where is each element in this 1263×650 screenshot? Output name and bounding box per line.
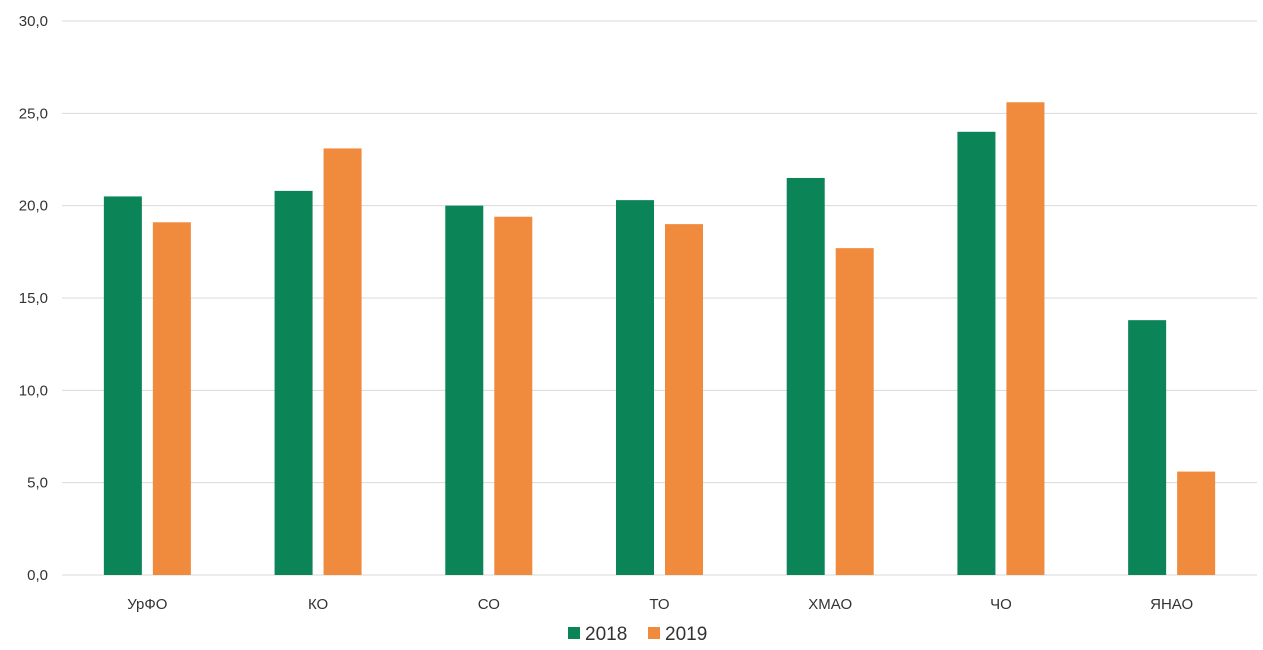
y-tick-label: 30,0 (19, 13, 48, 30)
x-category-label: СО (478, 596, 500, 613)
bar-2018-0 (103, 196, 142, 575)
legend-label-2018: 2018 (585, 624, 627, 645)
y-axis-ticks: 0,0 5,0 10,0 15,0 20,0 25,0 30,0 (19, 13, 48, 584)
bar-2018-4 (786, 177, 825, 575)
bar-2019-3 (665, 224, 703, 575)
bar-2019-0 (152, 222, 191, 575)
y-tick-label: 20,0 (19, 198, 48, 215)
bar-2018-3 (616, 200, 654, 576)
x-category-label: ХМАО (808, 596, 852, 613)
x-category-label: ЧО (990, 596, 1012, 613)
bar-2018-6 (1128, 320, 1167, 575)
y-tick-label: 10,0 (19, 382, 48, 399)
bar-2019-2 (494, 216, 533, 575)
y-tick-label: 0,0 (27, 567, 48, 584)
x-axis-labels: УрФО КО СО ТО ХМАО ЧО ЯНАО (127, 596, 1193, 613)
y-tick-label: 25,0 (19, 105, 48, 122)
y-tick-label: 5,0 (27, 475, 48, 492)
legend-label-2019: 2019 (665, 624, 707, 645)
x-category-label: ТО (649, 596, 669, 613)
x-category-label: ЯНАО (1150, 596, 1193, 613)
legend-swatch-2019 (648, 627, 660, 639)
x-category-label: УрФО (127, 596, 167, 613)
bar-2019-6 (1177, 471, 1216, 575)
bar-2019-4 (835, 248, 874, 575)
bar-2018-1 (274, 190, 313, 576)
bar-2018-5 (957, 131, 996, 576)
legend: 2018 2019 (568, 624, 707, 645)
y-tick-label: 15,0 (19, 290, 48, 307)
bar-2018-2 (445, 205, 484, 575)
bar-2019-1 (323, 148, 362, 576)
gridlines (62, 20, 1257, 576)
legend-swatch-2018 (568, 627, 580, 639)
bar-2019-5 (1006, 102, 1045, 576)
bars (103, 102, 1216, 576)
x-category-label: КО (308, 596, 328, 613)
